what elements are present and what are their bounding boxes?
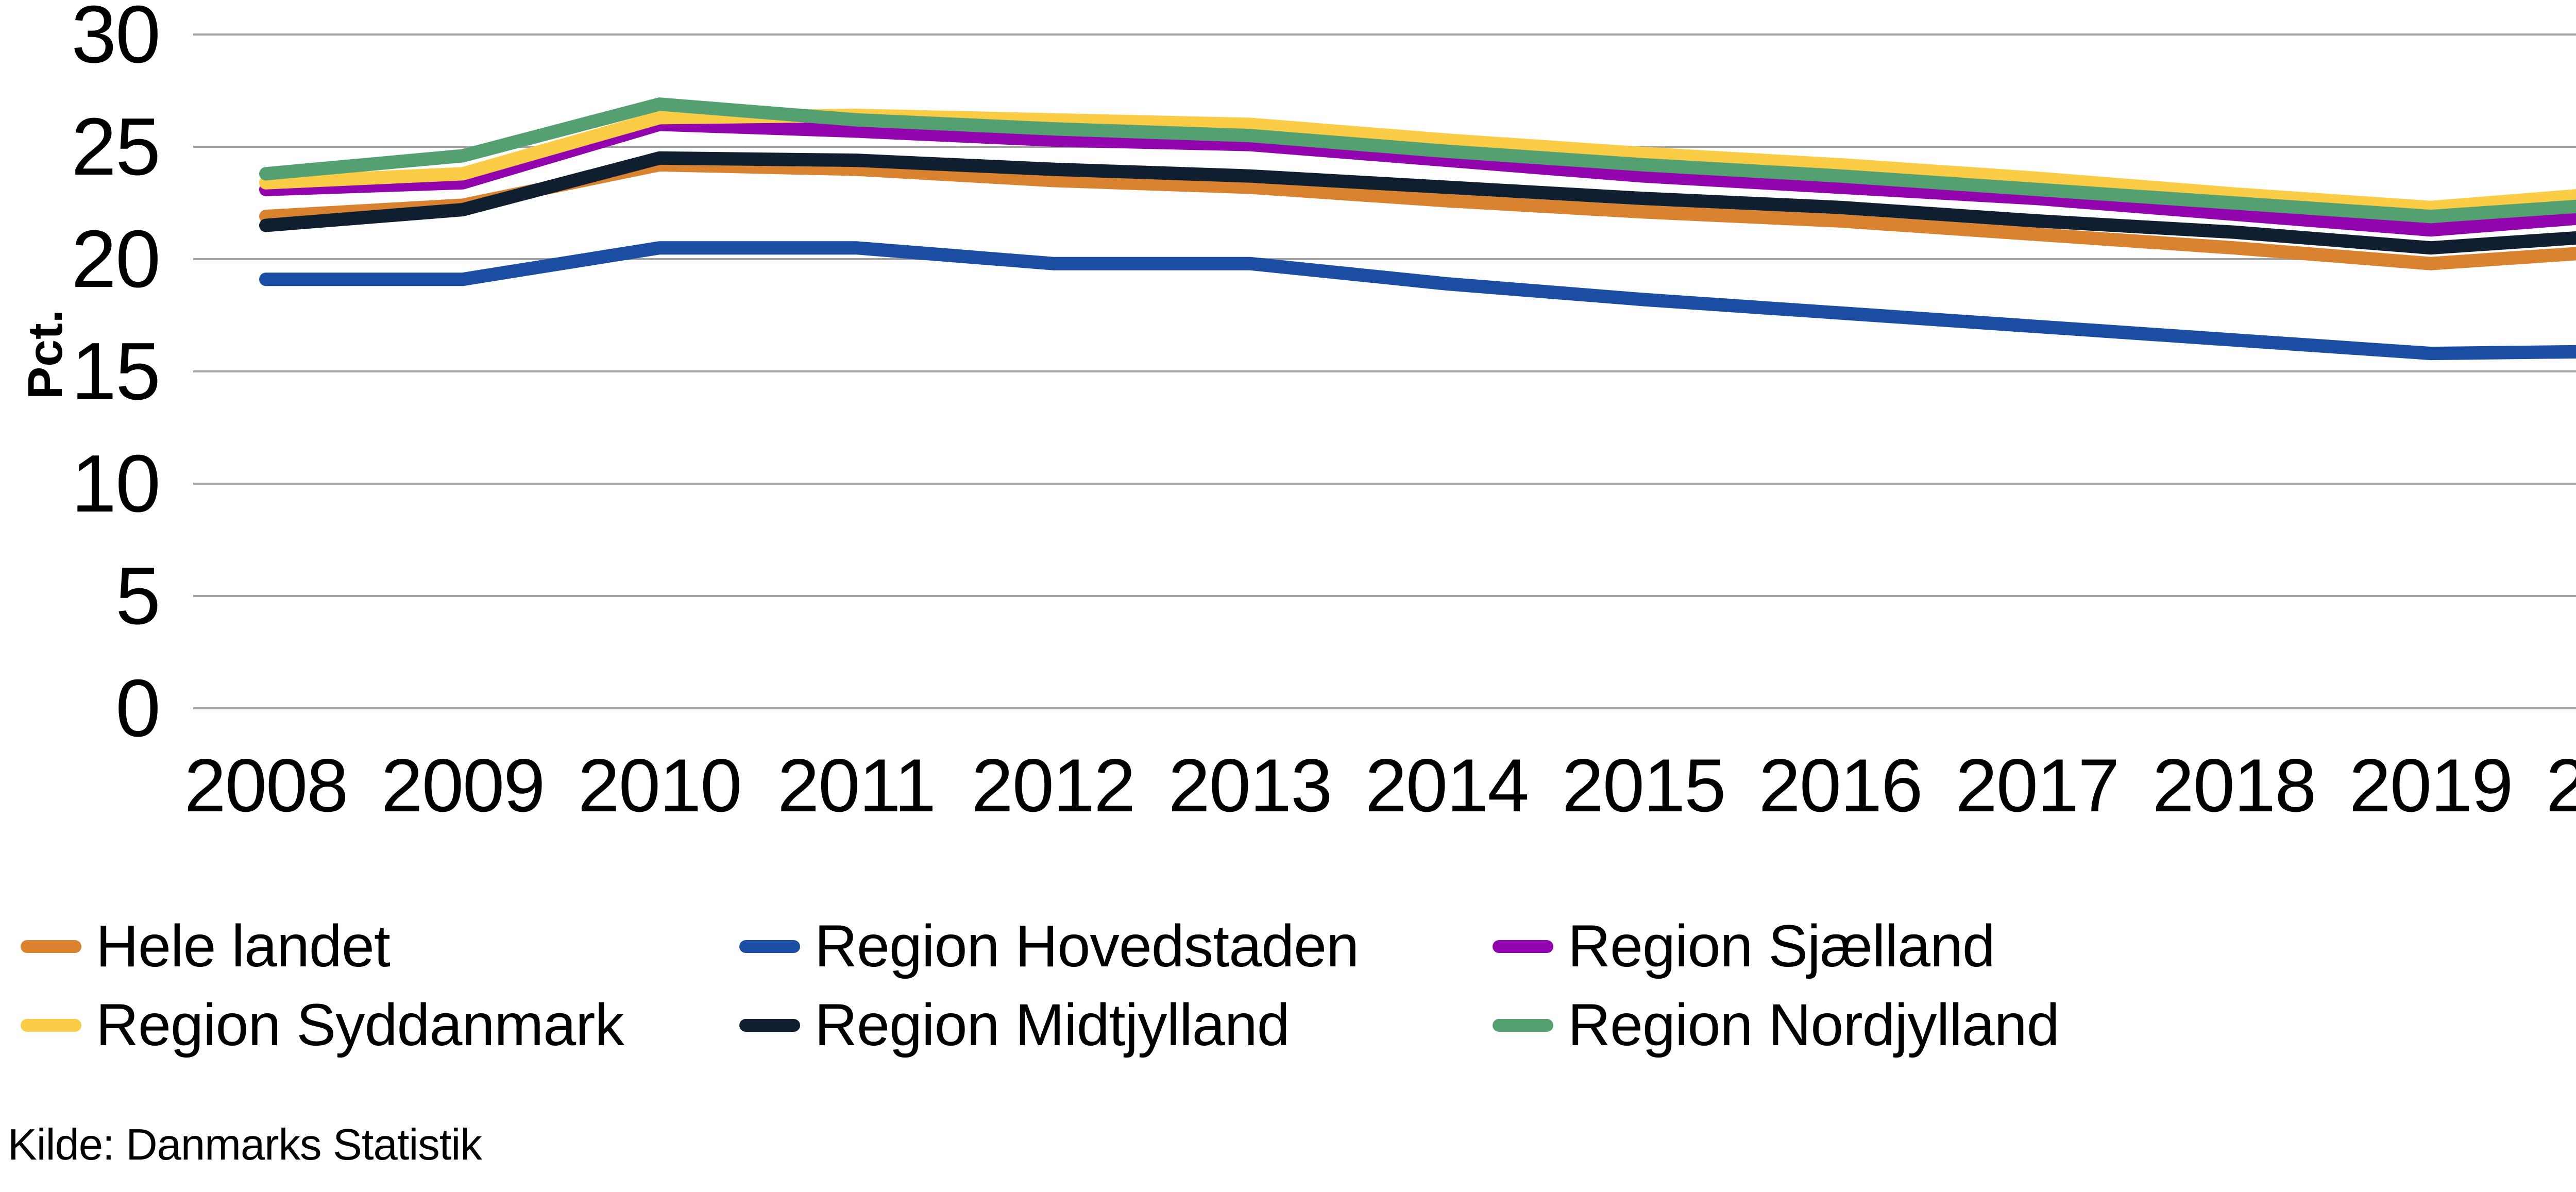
legend-item-region-syddanmark: Region Syddanmark xyxy=(21,993,739,1058)
legend-label: Region Midtjylland xyxy=(815,992,1290,1058)
x-tick-label-2016: 2016 xyxy=(1758,743,1923,827)
x-tick-label-2010: 2010 xyxy=(578,743,742,827)
legend-label: Region Syddanmark xyxy=(96,992,624,1058)
x-tick-label-2008: 2008 xyxy=(184,743,349,827)
y-tick-label-15: 15 xyxy=(71,326,161,417)
x-tick-label-2019: 2019 xyxy=(2349,743,2514,827)
y-tick-label-20: 20 xyxy=(71,214,161,304)
legend-label: Region Sjælland xyxy=(1568,913,1995,979)
legend-swatch-icon xyxy=(739,940,800,953)
legend-item-region-nordjylland: Region Nordjylland xyxy=(1493,993,2576,1058)
y-tick-label-30: 30 xyxy=(71,0,161,80)
legend-label: Region Nordjylland xyxy=(1568,992,2060,1058)
y-tick-label-0: 0 xyxy=(115,663,161,754)
series-line-region-midtjylland xyxy=(259,151,2576,255)
y-tick-label-25: 25 xyxy=(71,101,161,192)
y-tick-label-10: 10 xyxy=(71,438,161,529)
legend-swatch-icon xyxy=(21,1019,81,1032)
legend-swatch-icon xyxy=(21,940,81,953)
plot-area xyxy=(193,33,2576,709)
x-tick-label-2017: 2017 xyxy=(1955,743,2120,827)
legend-item-region-sj-lland: Region Sjælland xyxy=(1493,914,2576,979)
y-tick-label-5: 5 xyxy=(115,551,161,641)
x-tick-label-2014: 2014 xyxy=(1365,743,1530,827)
legend-item-region-midtjylland: Region Midtjylland xyxy=(739,993,1493,1058)
chart-legend: Hele landet Region Hovedstaden Region Sjæl… xyxy=(21,914,2576,1058)
series-line-region-hovedstaden xyxy=(259,241,2576,361)
series-line-region-nordjylland xyxy=(259,97,2576,224)
x-tick-label-2009: 2009 xyxy=(381,743,546,827)
legend-label: Hele landet xyxy=(96,913,391,979)
line-chart: 0 5 10 15 20 25 30 2008 2009 2010 2011 2012 2013 201… xyxy=(18,0,2576,827)
x-tick-label-2018: 2018 xyxy=(2152,743,2317,827)
series-line-region-syddanmark xyxy=(259,108,2576,214)
legend-item-hele-landet: Hele landet xyxy=(21,914,739,979)
series-line-region-sj-lland xyxy=(259,117,2576,237)
x-tick-label-2012: 2012 xyxy=(971,743,1136,827)
x-tick-label-2013: 2013 xyxy=(1168,743,1333,827)
source-note: Kilde: Danmarks Statistik xyxy=(8,1120,482,1169)
x-tick-label-2020: 2020 xyxy=(2546,743,2576,827)
series-line-hele-landet xyxy=(259,158,2576,270)
y-axis-title: Pct. xyxy=(18,309,73,400)
legend-label: Region Hovedstaden xyxy=(815,913,1359,979)
legend-swatch-icon xyxy=(739,1019,800,1032)
x-tick-label-2015: 2015 xyxy=(1562,743,1726,827)
legend-item-region-hovedstaden: Region Hovedstaden xyxy=(739,914,1493,979)
legend-swatch-icon xyxy=(1493,940,1553,953)
x-tick-label-2011: 2011 xyxy=(777,743,936,827)
legend-swatch-icon xyxy=(1493,1019,1553,1032)
